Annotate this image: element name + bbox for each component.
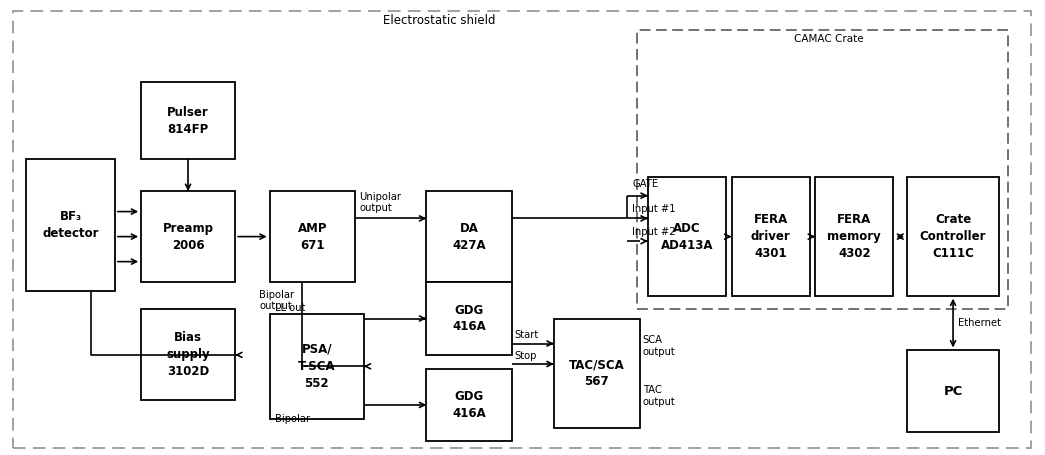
Bar [426, 191, 512, 282]
Text: Bipolar: Bipolar [275, 414, 310, 424]
Text: PSA/
T-SCA
552: PSA/ T-SCA 552 [298, 343, 335, 390]
Text: BF₃
detector: BF₃ detector [42, 210, 99, 240]
Text: Ethernet: Ethernet [958, 318, 1001, 328]
Bar [141, 309, 235, 400]
Bar [637, 30, 1008, 309]
Bar [815, 177, 893, 296]
Bar [141, 191, 235, 282]
Text: Bipolar
output: Bipolar output [259, 289, 295, 311]
Text: FERA
memory
4302: FERA memory 4302 [828, 213, 881, 260]
Text: Input #1: Input #1 [632, 204, 676, 214]
Bar [26, 159, 115, 291]
Bar [648, 177, 726, 296]
Text: Bias
supply
3102D: Bias supply 3102D [166, 331, 210, 379]
Text: Input #2: Input #2 [632, 227, 676, 237]
Bar [426, 282, 512, 355]
Text: Crate
Controller
C111C: Crate Controller C111C [920, 213, 986, 260]
Bar [907, 177, 999, 296]
Text: GDG
416A: GDG 416A [452, 303, 486, 334]
Text: CAMAC Crate: CAMAC Crate [794, 34, 863, 44]
Bar [426, 369, 512, 441]
Bar [270, 191, 355, 282]
Text: ADC
AD413A: ADC AD413A [660, 222, 714, 252]
Text: Unipolar
output: Unipolar output [359, 192, 401, 213]
Text: TAC
output: TAC output [643, 385, 675, 407]
Text: Preamp
2006: Preamp 2006 [163, 222, 213, 252]
Text: Electrostatic shield: Electrostatic shield [382, 14, 495, 27]
Text: PC: PC [944, 385, 962, 398]
Text: GDG
416A: GDG 416A [452, 390, 486, 420]
Bar [732, 177, 810, 296]
Text: GATE: GATE [632, 179, 658, 189]
Text: Pulser
814FP: Pulser 814FP [167, 106, 209, 136]
Text: DA
427A: DA 427A [452, 222, 486, 252]
Bar [141, 82, 235, 159]
Text: AMP
671: AMP 671 [298, 222, 327, 252]
Text: TAC/SCA
567: TAC/SCA 567 [568, 358, 625, 388]
Text: Stop: Stop [514, 351, 536, 361]
Text: SCA
output: SCA output [643, 335, 675, 357]
Text: Start: Start [514, 330, 538, 340]
Bar [270, 314, 364, 419]
Text: LL out: LL out [275, 303, 305, 313]
Text: FERA
driver
4301: FERA driver 4301 [750, 213, 791, 260]
Bar [554, 318, 640, 428]
Bar [907, 350, 999, 432]
